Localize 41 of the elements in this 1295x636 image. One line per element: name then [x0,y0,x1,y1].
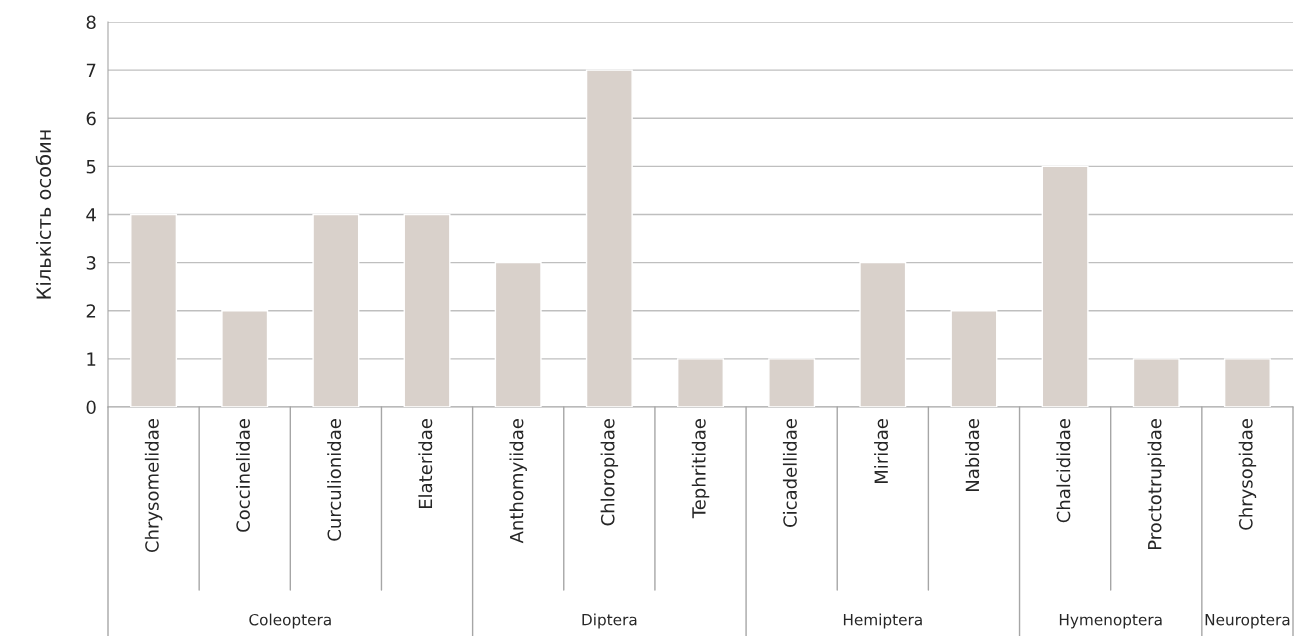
y-tick-label: 0 [86,400,96,415]
bar [859,261,907,407]
text: Neuroptera [1205,614,1290,629]
text: Diptera [582,613,637,629]
x-tick-label: Proctotrupidae [1147,419,1166,550]
x-tick-label: Tephritidae [691,419,710,519]
bar [585,69,633,407]
x-tick-label: Curculionidae [327,419,342,541]
x-tick-label: Chrysomelidae [144,419,163,553]
y-tick-label: 5 [86,160,96,174]
y-tick-label: 4 [86,208,96,222]
bar [1041,165,1089,407]
bar [1223,358,1271,407]
x-tick-label: Cicadellidae [782,419,797,527]
y-tick-label: 2 [86,304,96,318]
bar [677,358,724,407]
y-tick-label: 7 [86,63,96,77]
x-tick-label: Chloropidae [600,419,619,526]
bar [1132,358,1180,407]
text: Hemiptera [843,613,922,629]
bar [221,310,269,407]
x-tick-label: Chrysopidae [1238,419,1257,530]
x-tick-label: Anthomyiidae [509,419,527,544]
x-tick-label: Elateridae [418,419,433,509]
y-tick-label: 1 [87,352,96,366]
bar [312,213,360,407]
bar [950,310,998,407]
x-tick-label: Coccinelidae [235,419,250,532]
y-tick-label: 3 [86,256,96,270]
bar [130,213,178,407]
bar [768,358,816,407]
bar [494,261,542,407]
bar [403,213,451,407]
x-tick-label: Nabidae [965,419,980,492]
y-axis-title: Кількість особин [35,130,52,299]
y-tick-label: 8 [86,15,96,30]
x-tick-label: Chalcididae [1056,419,1071,523]
text: Coleoptera [249,613,331,629]
text: Hymenoptera [1059,614,1162,629]
x-tick-label: Miridae [874,419,889,484]
y-tick-label: 6 [86,111,96,126]
